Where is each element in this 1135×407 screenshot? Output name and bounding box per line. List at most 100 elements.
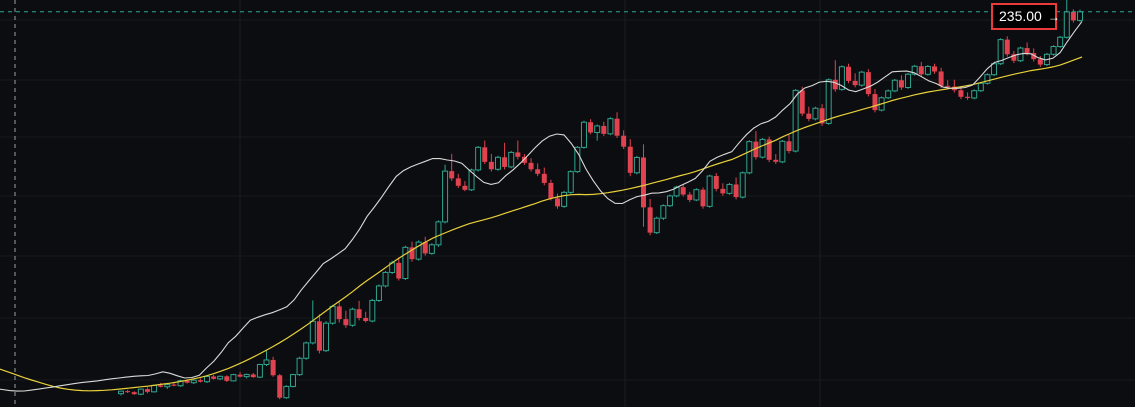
candle — [911, 64, 918, 76]
candle-body-down — [806, 113, 812, 119]
candle-body-down — [409, 247, 415, 260]
candle-body-up — [594, 125, 601, 134]
candle-body-up — [660, 205, 667, 219]
candle-body-up — [164, 384, 171, 388]
candle-body-up — [190, 379, 197, 384]
candle — [918, 61, 924, 77]
candle-body-down — [336, 306, 342, 320]
candle-body-up — [230, 374, 237, 382]
candle-body-down — [462, 185, 468, 190]
candle — [303, 341, 310, 360]
candle — [633, 155, 640, 175]
candle — [488, 153, 494, 172]
candle — [965, 92, 971, 100]
candle-body-down — [713, 176, 719, 189]
candle — [574, 146, 581, 173]
candle-body-down — [482, 147, 488, 162]
candle-body-down — [528, 162, 534, 170]
candle — [449, 153, 455, 181]
candle-body-up — [118, 390, 124, 395]
candle-body-down — [918, 66, 924, 75]
candle-body-down — [872, 94, 878, 111]
candle-body-down — [535, 169, 541, 174]
candle — [197, 378, 203, 383]
candle-body-down — [1037, 59, 1043, 65]
candle-body-up — [991, 63, 998, 76]
candle — [1057, 35, 1064, 48]
candle-body-up — [243, 373, 250, 378]
candle — [442, 164, 449, 224]
candle-body-up — [633, 156, 640, 174]
candle-body-up — [653, 217, 660, 234]
candle-body-up — [567, 171, 574, 193]
candle-body-up — [726, 183, 733, 194]
candle — [588, 119, 594, 135]
candle — [700, 187, 706, 209]
candle — [931, 63, 937, 74]
moving-average-fast-line — [0, 21, 1083, 392]
candle — [402, 245, 409, 281]
candle — [627, 139, 633, 177]
candle-body-up — [905, 73, 912, 89]
candle-body-up — [792, 89, 799, 152]
candle — [601, 121, 607, 137]
candle-body-down — [614, 118, 620, 136]
candle — [693, 188, 700, 202]
candle-body-down — [270, 359, 276, 376]
candle-body-up — [309, 320, 316, 344]
candle-body-up — [838, 66, 845, 90]
candle-body-up — [706, 175, 713, 207]
candle — [118, 390, 124, 396]
candle-body-up — [177, 380, 184, 387]
candle-body-down — [1070, 11, 1076, 21]
candle — [250, 372, 256, 378]
candle — [528, 158, 534, 172]
last-price-value: 235.00 — [999, 8, 1042, 24]
candle-body-up — [759, 138, 766, 158]
candle-body-up — [428, 244, 435, 254]
candle-body-down — [197, 380, 203, 382]
candle-body-up — [666, 195, 673, 207]
candle — [846, 63, 852, 84]
candle-body-down — [938, 71, 944, 86]
candle-body-up — [435, 221, 442, 246]
candle-body-down — [316, 321, 322, 351]
candle-body-up — [283, 385, 290, 399]
candle — [885, 89, 892, 100]
candle — [343, 310, 349, 328]
candle-body-up — [263, 359, 270, 366]
candle-body-down — [865, 72, 871, 95]
candle-body-down — [647, 207, 653, 233]
candle — [256, 363, 263, 378]
candle-body-down — [363, 317, 369, 322]
candle — [759, 138, 766, 159]
candle — [621, 130, 627, 150]
candles — [118, 0, 1083, 400]
candle-body-up — [779, 140, 786, 163]
candle-body-up — [323, 322, 330, 352]
candle-body-up — [1063, 11, 1070, 38]
candle — [125, 389, 131, 393]
candle-body-up — [693, 189, 700, 201]
candle-body-down — [184, 380, 190, 383]
candle — [158, 382, 164, 388]
candle-body-up — [289, 374, 296, 387]
candle-body-up — [415, 241, 422, 260]
candle-body-up — [812, 107, 819, 120]
candle-body-down — [965, 96, 971, 98]
candle-body-up — [369, 299, 376, 322]
candle — [865, 69, 871, 97]
candle — [363, 311, 369, 323]
candle — [713, 173, 719, 192]
candle — [349, 307, 356, 327]
candle — [270, 356, 276, 377]
candle — [687, 191, 693, 203]
candle-body-down — [237, 374, 243, 377]
candle — [753, 131, 759, 160]
candle — [898, 75, 904, 90]
candle — [799, 86, 805, 116]
candle — [806, 106, 812, 122]
candle — [375, 284, 382, 302]
